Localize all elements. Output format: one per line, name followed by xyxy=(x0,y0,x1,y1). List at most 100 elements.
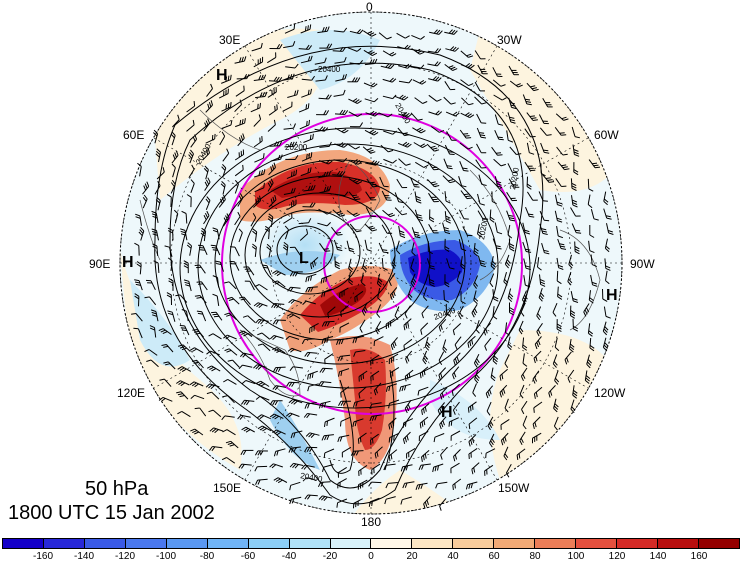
wind-barb-feather xyxy=(371,184,376,185)
wind-barb-feather xyxy=(592,163,597,164)
wind-barb-feather xyxy=(576,233,581,234)
wind-barb-feather xyxy=(182,330,187,331)
lon-label-60e: 60E xyxy=(123,128,144,142)
wind-barb-feather xyxy=(467,198,472,199)
wind-barb-feather xyxy=(194,101,195,106)
wind-barb xyxy=(588,179,589,189)
colorbar-box xyxy=(3,539,44,548)
wind-barb-feather xyxy=(277,104,278,109)
wind-barb-feather xyxy=(307,121,308,126)
wind-barb-feather xyxy=(264,183,265,188)
colorbar-tick-label: 80 xyxy=(529,551,540,562)
colorbar-box xyxy=(85,539,126,548)
wind-barb-feather xyxy=(212,248,217,249)
wind-barb-feather xyxy=(499,139,504,140)
wind-barb-feather xyxy=(496,153,501,154)
wind-barb-feather xyxy=(414,184,419,185)
wind-barb-feather xyxy=(198,313,203,314)
wind-barb-feather xyxy=(451,421,452,426)
colorbar-tick-label: -20 xyxy=(323,551,337,562)
wind-barb xyxy=(557,271,558,281)
lon-label-150e: 150E xyxy=(213,481,241,495)
lon-label-90w: 90W xyxy=(630,257,655,271)
wind-barb-feather xyxy=(469,424,470,429)
wind-barb-feather xyxy=(464,194,469,195)
lon-label-60w: 60W xyxy=(594,128,619,142)
colorbar-box xyxy=(535,539,576,548)
lon-label-150w: 150W xyxy=(498,481,529,495)
wind-barb-feather xyxy=(473,405,474,410)
wind-barb-feather xyxy=(595,167,600,168)
wind-barb-feather xyxy=(481,137,486,138)
high-center-90w: H xyxy=(606,287,618,304)
wind-barb-feather xyxy=(306,104,307,109)
lon-label-0: 0 xyxy=(366,0,373,14)
wind-barb-feather xyxy=(533,120,538,121)
wind-barb-feather xyxy=(530,116,535,117)
wind-barb-feather xyxy=(575,230,580,231)
wind-barb-feather xyxy=(199,248,204,249)
wind-barb-feather xyxy=(415,187,420,188)
colorbar-tick-label: -120 xyxy=(115,551,135,562)
colorbar-box xyxy=(658,539,699,548)
lon-label-120w: 120W xyxy=(594,386,625,400)
wind-barb-feather xyxy=(264,153,265,158)
wind-barb-feather xyxy=(213,314,218,315)
wind-barb-feather xyxy=(294,171,295,176)
wind-barb xyxy=(490,210,491,220)
wind-barb-feather xyxy=(407,375,408,380)
wind-barb-feather xyxy=(561,135,566,136)
lon-label-30w: 30W xyxy=(497,33,522,47)
wind-barb-feather xyxy=(226,104,227,109)
wind-barb-feather xyxy=(311,152,312,157)
wind-barb-feather xyxy=(337,503,338,508)
wind-barb-feather xyxy=(310,135,311,140)
colorbar-tick-label: 20 xyxy=(406,551,417,562)
colorbar-tick-label: 120 xyxy=(609,551,626,562)
colorbar-box xyxy=(44,539,85,548)
wind-barb-feather xyxy=(543,201,548,202)
wind-barb-feather xyxy=(563,154,568,155)
wind-barb-feather xyxy=(325,422,326,427)
wind-barb-feather xyxy=(213,250,218,251)
colorbar-tick-label: -80 xyxy=(200,551,214,562)
contour-label: 20200 xyxy=(285,143,308,152)
wind-barb-feather xyxy=(258,104,259,109)
wind-barb-feather xyxy=(200,250,205,251)
colorbar-box xyxy=(249,539,290,548)
colorbar-tick-label: 60 xyxy=(488,551,499,562)
wind-barb-feather xyxy=(358,439,359,444)
wind-barb-feather xyxy=(403,423,404,428)
wind-barb-feather xyxy=(384,186,389,187)
wind-barb-feather xyxy=(389,438,390,443)
wind-barb-feather xyxy=(498,137,503,138)
wind-barb-feather xyxy=(373,186,378,187)
wind-barb-feather xyxy=(465,196,470,197)
wind-barb-feather xyxy=(275,106,276,111)
wind-barb-feather xyxy=(517,455,518,460)
wind-barb-feather xyxy=(231,102,232,107)
wind-barb xyxy=(333,51,343,52)
wind-barb-feather xyxy=(195,408,200,409)
wind-barb-feather xyxy=(357,296,358,301)
lon-label-90e: 90E xyxy=(89,257,110,271)
wind-barb-feather xyxy=(543,150,548,151)
lon-label-30e: 30E xyxy=(219,33,240,47)
colorbar-box xyxy=(576,539,617,548)
wind-barb xyxy=(558,287,559,297)
wind-barb-feather xyxy=(449,422,450,427)
wind-barb-feather xyxy=(560,133,565,134)
wind-barb-feather xyxy=(455,484,456,489)
wind-barb-feather xyxy=(479,133,484,134)
colorbar-box xyxy=(290,539,331,548)
colorbar-tick-label: -40 xyxy=(282,551,296,562)
wind-barb-feather xyxy=(133,328,138,329)
colorbar-tick-label: -140 xyxy=(74,551,94,562)
wind-barb-feather xyxy=(263,267,268,268)
wind-barb-feather xyxy=(594,165,599,166)
wind-barb-feather xyxy=(231,75,232,80)
wind-barb-feather xyxy=(198,245,203,246)
colorbar-tick-label: 160 xyxy=(691,551,708,562)
time-label: 1800 UTC 15 Jan 2002 xyxy=(8,502,215,525)
